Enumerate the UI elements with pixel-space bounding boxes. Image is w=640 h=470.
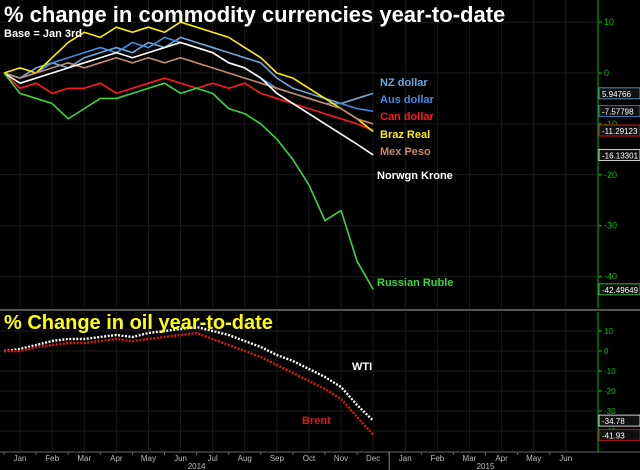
series-label: Aus dollar <box>380 94 435 106</box>
x-tick-label: Nov <box>334 454 348 463</box>
x-tick-label: Dec <box>366 454 380 463</box>
end-value-box <box>598 414 640 427</box>
x-tick-label: Jul <box>208 454 218 463</box>
year-label: 2014 <box>188 462 206 470</box>
x-tick-label: Jun <box>559 454 572 463</box>
end-value-box <box>598 124 640 137</box>
y-tick-label: 0 <box>604 347 609 356</box>
end-value-label: -42.49649 <box>602 286 639 295</box>
end-value-box <box>598 87 640 100</box>
series-label: Brent <box>302 415 331 427</box>
y-tick-label: -30 <box>604 221 617 231</box>
end-value-label: -34.78 <box>602 417 625 426</box>
x-tick-label: Mar <box>463 454 477 463</box>
series-line-braz-real <box>3 21 374 133</box>
series-label: WTI <box>352 361 372 373</box>
end-value-label: -16.13301 <box>602 151 639 160</box>
y-tick-label: 0 <box>604 68 609 78</box>
end-value-box <box>598 428 640 441</box>
series-label: Braz Real <box>380 129 430 141</box>
y-tick-label: 10 <box>604 327 613 336</box>
end-value-label: -11.29123 <box>602 127 638 136</box>
series-label: Russian Ruble <box>377 277 453 289</box>
y-tick-label: 10 <box>604 17 614 27</box>
x-tick-label: Apr <box>110 454 123 463</box>
series-line-can-dollar <box>3 72 374 132</box>
x-tick-label: Feb <box>45 454 59 463</box>
series-label: Can dollar <box>380 111 435 123</box>
series-label: NZ dollar <box>380 77 428 89</box>
end-value-box <box>598 105 640 118</box>
series-line-russian-ruble <box>3 72 374 290</box>
year-label: 2015 <box>477 462 495 470</box>
series-line-wti <box>3 325 374 422</box>
series-label: Norwgn Krone <box>377 170 453 182</box>
x-tick-label: Aug <box>238 454 252 463</box>
x-tick-label: May <box>526 454 541 463</box>
x-tick-label: Apr <box>495 454 508 463</box>
series-line-mex-peso <box>3 56 374 125</box>
end-value-box <box>598 283 640 296</box>
y-tick-label: -20 <box>604 170 617 180</box>
x-tick-label: Oct <box>303 454 316 463</box>
series-line-brent <box>4 331 375 436</box>
end-value-box <box>598 149 640 161</box>
y-tick-label: -20 <box>604 387 616 396</box>
chart-title: % change in commodity currencies year-to… <box>4 2 506 27</box>
x-tick-label: Jun <box>174 454 187 463</box>
x-tick-label: Feb <box>430 454 444 463</box>
end-value-label: -41.93 <box>602 431 625 440</box>
y-tick-label: -30 <box>604 407 616 416</box>
chart-subtitle: Base = Jan 3rd <box>4 28 82 40</box>
oil-chart-title: % Change in oil year-to-date <box>4 312 273 334</box>
y-tick-label: -10 <box>604 119 617 129</box>
y-tick-label: -10 <box>604 367 616 376</box>
x-tick-label: Mar <box>77 454 91 463</box>
end-value-label: 5.94766 <box>602 90 631 99</box>
x-tick-label: Jan <box>399 454 412 463</box>
y-tick-label: -40 <box>604 272 617 282</box>
series-line-norwgn-krone <box>3 41 374 156</box>
end-value-label: -7.57798 <box>602 108 634 117</box>
x-tick-label: May <box>141 454 156 463</box>
series-line-nz-dollar <box>3 36 374 105</box>
x-tick-label: Sep <box>270 454 285 463</box>
series-line-aus-dollar <box>3 36 374 112</box>
x-tick-label: Jan <box>14 454 27 463</box>
series-label: Mex Peso <box>380 146 431 158</box>
